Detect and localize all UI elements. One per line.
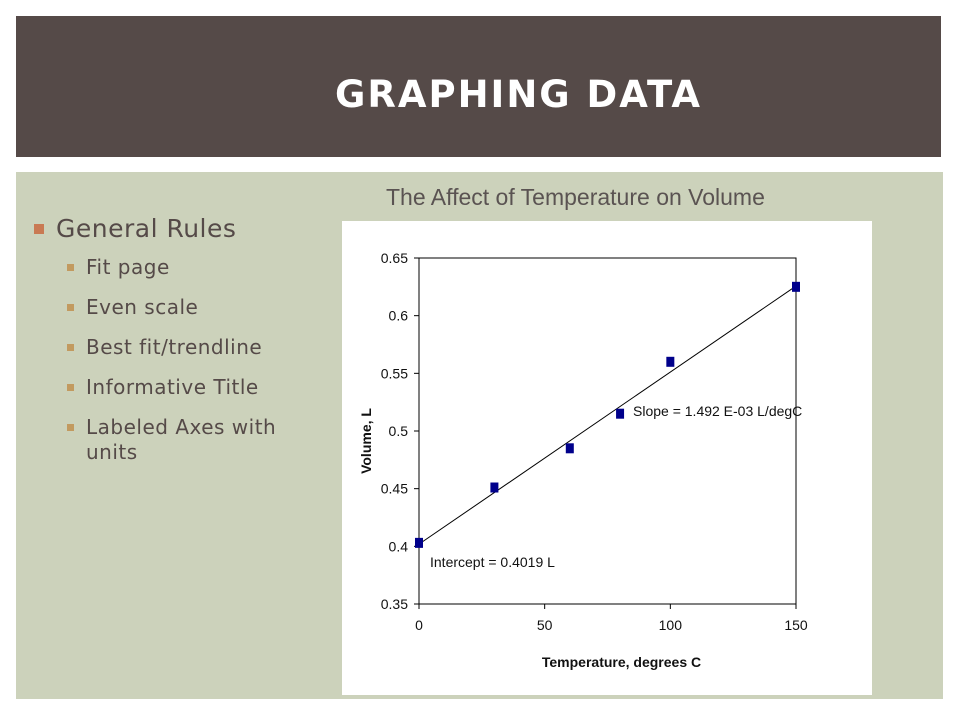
bullet-heading-text: General Rules xyxy=(56,214,237,243)
data-point xyxy=(565,443,574,454)
y-tick-label: 0.4 xyxy=(389,538,409,554)
bullet-item: Fit page xyxy=(34,255,334,280)
square-bullet-icon xyxy=(67,344,74,351)
square-bullet-icon xyxy=(34,224,44,234)
y-axis-label: Volume, L xyxy=(358,408,374,474)
bullet-item-text: Fit page xyxy=(86,255,170,279)
y-tick-label: 0.45 xyxy=(381,481,408,497)
y-tick-label: 0.5 xyxy=(389,423,409,439)
slide-title: GRAPHING DATA xyxy=(334,73,703,116)
bullet-item: Even scale xyxy=(34,295,334,320)
intercept-annotation: Intercept = 0.4019 L xyxy=(430,554,555,570)
square-bullet-icon xyxy=(67,304,74,311)
plot-layer: 0.35 0.4 0.45 0.5 0.55 0.6 0.65 0 50 100 150 Slope … xyxy=(358,250,808,670)
x-tick-label: 0 xyxy=(415,617,423,633)
slope-annotation: Slope = 1.492 E-03 L/degC xyxy=(633,403,802,419)
trendline xyxy=(418,285,797,545)
data-point xyxy=(616,408,625,419)
bullet-item-text: Best fit/trendline xyxy=(86,335,263,359)
square-bullet-icon xyxy=(67,424,74,431)
data-point xyxy=(490,482,499,493)
data-point xyxy=(666,356,675,367)
bullet-item: Best fit/trendline xyxy=(34,335,334,360)
square-bullet-icon xyxy=(67,264,74,271)
data-point xyxy=(415,537,423,548)
bullet-item-text: Labeled Axes with units xyxy=(86,415,277,464)
chart-container: 0.35 0.4 0.45 0.5 0.55 0.6 0.65 0 50 100 150 Slope … xyxy=(342,221,872,695)
y-tick-label: 0.65 xyxy=(381,250,408,266)
bullet-list: General Rules Fit page Even scale Best f… xyxy=(34,214,334,465)
x-axis-label: Temperature, degrees C xyxy=(542,654,701,670)
square-bullet-icon xyxy=(67,384,74,391)
title-bar: GRAPHING DATA xyxy=(16,16,941,157)
x-tick-label: 150 xyxy=(784,617,808,633)
scatter-chart: 0.35 0.4 0.45 0.5 0.55 0.6 0.65 0 50 100 150 Slope … xyxy=(358,250,808,670)
bullet-heading: General Rules xyxy=(34,214,334,243)
bullet-item-text: Even scale xyxy=(86,295,199,319)
data-point xyxy=(792,281,800,292)
chart-title: The Affect of Temperature on Volume xyxy=(386,184,765,210)
bullet-item-text: Informative Title xyxy=(86,375,259,399)
x-tick-label: 100 xyxy=(659,617,683,633)
bullet-item: Informative Title xyxy=(34,375,334,400)
bullet-item: Labeled Axes with units xyxy=(34,415,334,465)
y-tick-label: 0.55 xyxy=(381,365,408,381)
x-tick-label: 50 xyxy=(537,617,553,633)
plot-area-frame xyxy=(418,257,797,605)
y-tick-label: 0.6 xyxy=(389,308,409,324)
y-tick-label: 0.35 xyxy=(381,596,408,612)
